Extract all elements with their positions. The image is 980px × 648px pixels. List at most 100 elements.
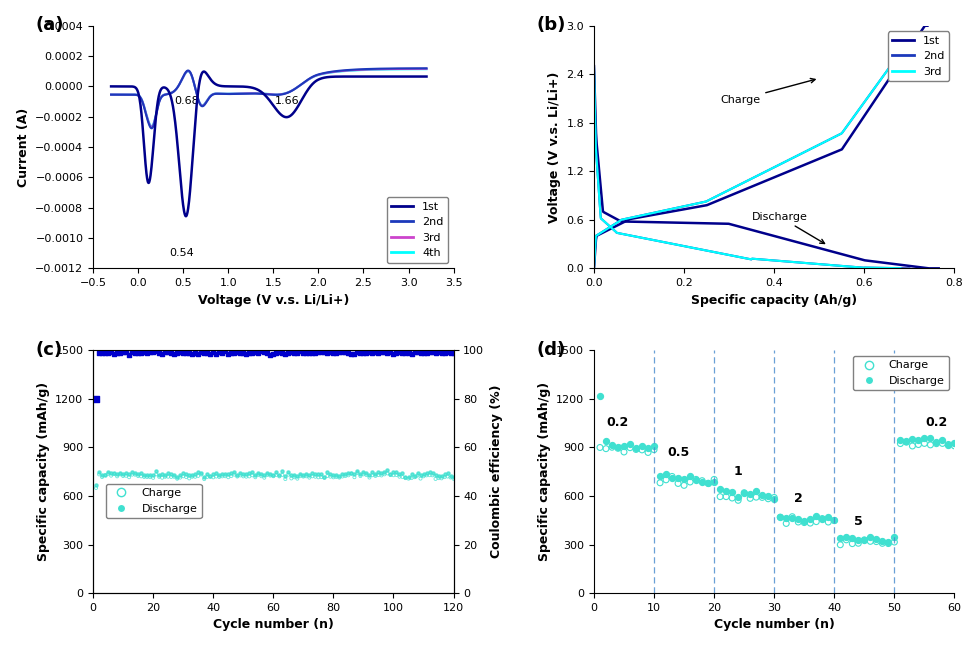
Point: [350, 468, 366, 478]
Point: [319, 467, 335, 477]
Point: [184, 469, 200, 480]
Point: [430, 470, 446, 481]
Point: [193, 347, 209, 357]
Point: [664, 471, 680, 481]
Point: [305, 348, 320, 358]
Y-axis label: Specific capacity (mAh/g): Specific capacity (mAh/g): [538, 382, 551, 561]
Point: [341, 470, 357, 480]
Point: [808, 516, 824, 527]
Point: [941, 439, 956, 450]
Point: [398, 473, 414, 483]
Point: [893, 438, 908, 448]
Point: [269, 348, 284, 358]
Point: [386, 470, 402, 480]
Point: [232, 470, 248, 481]
Point: [347, 469, 363, 480]
Point: [398, 472, 414, 482]
Point: [604, 442, 619, 452]
Point: [446, 472, 462, 482]
Point: [103, 347, 119, 357]
Point: [382, 347, 398, 357]
Point: [283, 347, 299, 357]
Text: (a): (a): [35, 16, 64, 34]
Point: [277, 474, 293, 484]
Point: [922, 433, 938, 443]
Point: [328, 470, 344, 481]
Point: [116, 469, 131, 480]
Point: [760, 494, 776, 504]
Point: [440, 346, 456, 356]
Point: [263, 470, 278, 481]
Point: [148, 469, 164, 480]
Point: [353, 469, 368, 479]
Point: [269, 470, 284, 480]
Point: [235, 471, 251, 481]
Point: [826, 515, 842, 525]
Point: [322, 472, 338, 482]
Point: [421, 470, 437, 480]
Point: [401, 472, 416, 482]
Point: [407, 347, 422, 357]
Point: [103, 470, 119, 481]
Point: [382, 469, 398, 479]
Point: [427, 474, 443, 484]
Point: [935, 438, 951, 448]
Point: [707, 477, 722, 487]
Point: [280, 467, 296, 477]
Point: [712, 491, 728, 502]
Point: [694, 476, 710, 486]
Point: [263, 469, 278, 480]
Point: [164, 347, 179, 358]
Y-axis label: Current (A): Current (A): [17, 108, 29, 187]
Point: [701, 478, 716, 489]
Point: [124, 347, 140, 358]
Text: 0.68: 0.68: [174, 96, 199, 106]
Point: [814, 513, 830, 524]
Point: [359, 470, 374, 480]
Text: (c): (c): [35, 341, 63, 359]
Point: [724, 493, 740, 503]
Point: [133, 348, 149, 358]
Point: [322, 469, 338, 480]
Point: [395, 468, 411, 478]
Point: [389, 470, 405, 480]
Point: [139, 472, 155, 482]
Point: [311, 472, 326, 483]
Point: [232, 468, 248, 478]
Point: [416, 348, 431, 358]
Point: [248, 469, 264, 480]
Point: [929, 439, 945, 449]
Point: [286, 348, 302, 358]
Point: [676, 480, 692, 491]
Point: [851, 538, 866, 548]
Point: [122, 469, 137, 479]
Point: [317, 472, 332, 483]
Point: [100, 469, 116, 479]
Point: [317, 347, 332, 358]
Point: [308, 469, 323, 480]
Point: [263, 349, 278, 360]
Point: [772, 512, 788, 522]
Point: [178, 348, 194, 358]
Point: [292, 471, 308, 481]
Point: [646, 445, 662, 455]
Point: [88, 394, 104, 404]
Point: [389, 348, 405, 358]
Point: [370, 467, 386, 478]
Text: 1.66: 1.66: [275, 96, 300, 106]
Point: [299, 469, 315, 479]
Point: [178, 472, 194, 482]
Point: [916, 433, 932, 443]
Point: [440, 467, 456, 478]
Point: [190, 349, 206, 359]
Point: [592, 443, 608, 453]
Point: [839, 535, 855, 545]
Point: [161, 472, 176, 482]
Point: [311, 469, 326, 480]
Point: [742, 493, 758, 503]
Point: [797, 517, 812, 527]
Point: [170, 348, 185, 358]
Point: [718, 491, 734, 502]
Point: [190, 470, 206, 481]
Point: [308, 348, 323, 358]
